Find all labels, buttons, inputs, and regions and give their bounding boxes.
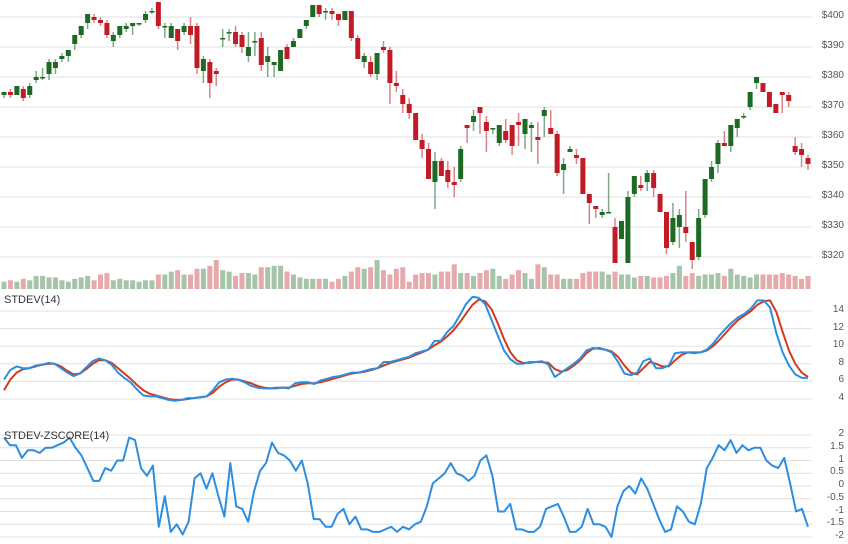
price-candlesticks [1, 2, 811, 269]
stdev-axis-tick: 8 [838, 356, 844, 368]
stdev-gridlines [0, 310, 812, 400]
zscore-axis-tick: 1.5 [830, 440, 844, 452]
zscore-panel-title: STDEV-ZSCORE(14) [4, 430, 110, 442]
zscore-axis-tick: 0.5 [830, 466, 844, 478]
zscore-axis-tick: 0 [838, 479, 844, 490]
zscore-line [3, 436, 809, 538]
zscore-axis-tick: 2 [838, 428, 844, 439]
volume-bars [1, 260, 811, 289]
stdev-axis-tick: 6 [838, 374, 844, 386]
stdev-axis-tick: 10 [832, 339, 844, 351]
zscore-axis-tick: 1 [838, 453, 844, 465]
stdev-axis-tick: 14 [832, 304, 844, 315]
price-axis-tick: $370 [821, 100, 844, 111]
price-axis-tick: $360 [821, 130, 844, 141]
price-axis-tick: $330 [821, 220, 844, 231]
price-axis-tick: $340 [821, 190, 844, 201]
zscore-axis-tick: -1 [835, 504, 844, 516]
stdev-lines [3, 295, 809, 402]
stdev-panel-title: STDEV(14) [4, 294, 61, 306]
zscore-axis-tick: -2 [835, 530, 844, 541]
price-axis-tick: $390 [821, 40, 844, 51]
price-axis-tick: $350 [821, 160, 844, 171]
stdev-axis-tick: 4 [838, 392, 844, 403]
stdev-axis-tick: 12 [832, 321, 844, 333]
price-axis-tick: $400 [821, 10, 844, 21]
price-axis-tick: $380 [821, 70, 844, 81]
price-axis-tick: $320 [821, 250, 844, 261]
zscore-axis-tick: -1.5 [826, 517, 844, 529]
zscore-axis-tick: -0.5 [826, 491, 844, 503]
price-gridlines [0, 16, 812, 258]
